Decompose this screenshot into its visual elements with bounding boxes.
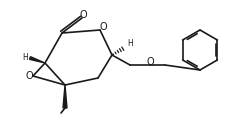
Text: O: O bbox=[99, 22, 107, 32]
Text: H: H bbox=[22, 53, 28, 61]
Text: H: H bbox=[127, 40, 133, 48]
Polygon shape bbox=[63, 85, 67, 108]
Text: O: O bbox=[146, 57, 154, 67]
Text: O: O bbox=[79, 10, 87, 20]
Polygon shape bbox=[30, 57, 45, 63]
Text: O: O bbox=[25, 71, 33, 81]
